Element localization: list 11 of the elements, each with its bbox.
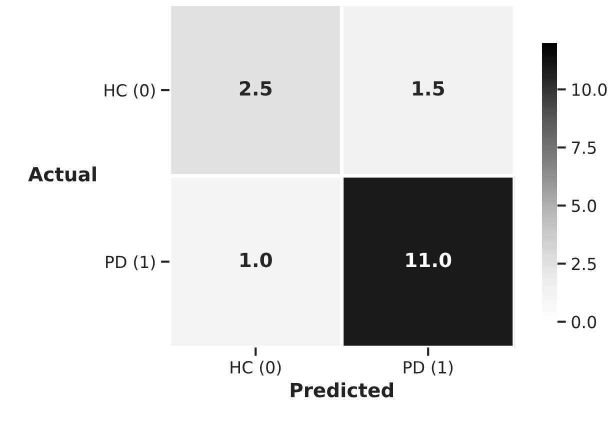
color-bar-label: 0.0 — [572, 316, 596, 328]
color-bar-label: 10.0 — [572, 83, 607, 96]
data-label: 1.0 — [240, 252, 272, 268]
x-axis-title: Predicted — [290, 382, 394, 398]
color-bar-label: 5.0 — [572, 200, 596, 212]
color-bar-label: 2.5 — [572, 258, 596, 270]
y-axis-title: Actual — [28, 166, 96, 182]
color-bar-label: 7.5 — [572, 142, 596, 154]
data-label: 11.0 — [406, 252, 452, 268]
data-label: 2.5 — [240, 81, 272, 96]
data-label: 1.5 — [413, 81, 444, 96]
